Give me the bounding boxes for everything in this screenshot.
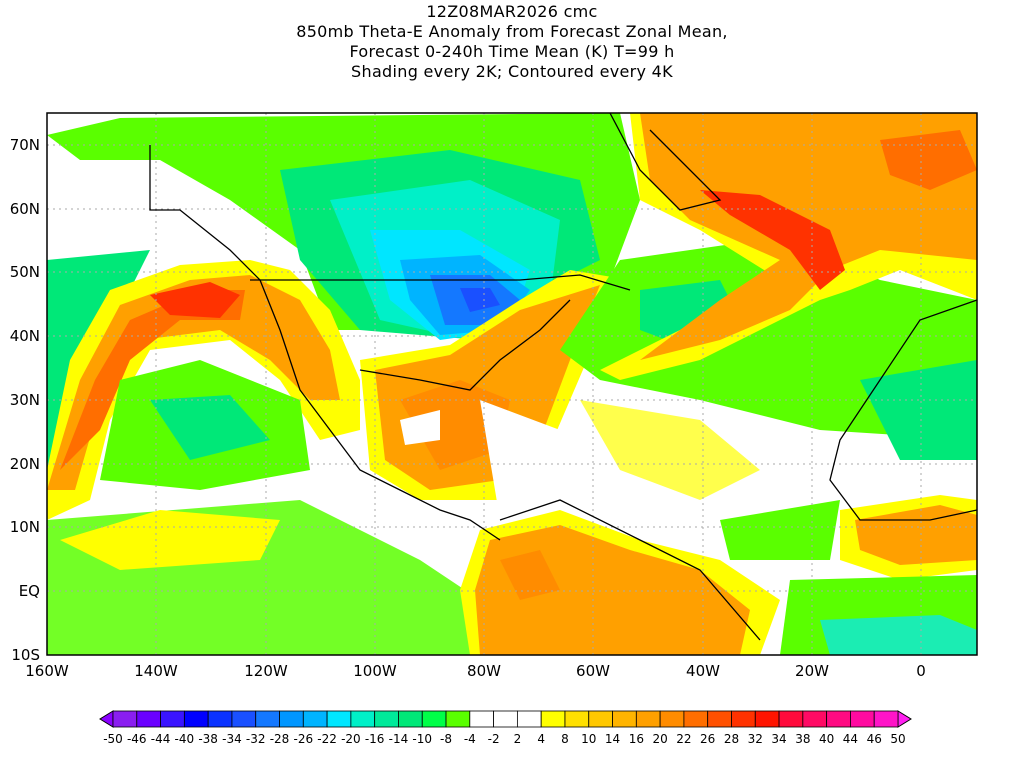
- colorbar-box: [707, 710, 732, 728]
- colorbar-label: 20: [652, 732, 668, 746]
- colorbar-box: [469, 710, 495, 728]
- colorbar-label: 14: [604, 732, 621, 746]
- colorbar-label: 34: [771, 732, 787, 746]
- y-tick-60n: 60N: [9, 200, 40, 218]
- title-line-2: 850mb Theta-E Anomaly from Forecast Zona…: [296, 22, 728, 41]
- colorbar-box: [635, 710, 661, 728]
- colorbar-box: [160, 710, 185, 728]
- colorbar-label: 2: [513, 732, 522, 746]
- colorbar-box: [540, 710, 566, 728]
- colorbar-label: -20: [341, 732, 361, 746]
- y-tick-30n: 30N: [9, 391, 40, 409]
- colorbar-label: -2: [487, 732, 500, 746]
- colorbar-label: -8: [440, 732, 452, 746]
- y-tick-10n: 10N: [9, 518, 40, 536]
- x-tick-20w: 20W: [795, 662, 829, 680]
- colorbar-label: 26: [700, 732, 716, 746]
- title-line-4: Shading every 2K; Contoured every 4K: [351, 62, 673, 81]
- plot-frame: [46, 112, 978, 656]
- colorbar-label: -50: [103, 732, 123, 746]
- colorbar-label: 28: [723, 732, 740, 746]
- colorbar-under-arrow: [99, 710, 114, 728]
- colorbar-box: [873, 710, 899, 728]
- colorbar-box: [802, 710, 828, 728]
- colorbar-box: [850, 710, 875, 728]
- colorbar-box: [398, 710, 423, 728]
- colorbar-label: 16: [628, 732, 644, 746]
- colorbar-box: [493, 710, 518, 728]
- colorbar-box: [421, 710, 447, 728]
- colorbar-box: [731, 710, 756, 728]
- colorbar-box: [112, 710, 138, 728]
- grid-lines: [47, 113, 977, 655]
- x-tick-0: 0: [916, 662, 926, 680]
- x-tick-100w: 100W: [353, 662, 397, 680]
- colorbar-label: 10: [581, 732, 597, 746]
- colorbar-label: 50: [890, 732, 906, 746]
- y-tick-50n: 50N: [9, 263, 40, 281]
- y-tick-20n: 20N: [9, 455, 40, 473]
- colorbar-label: -26: [293, 732, 314, 746]
- colorbar-label: 4: [537, 732, 545, 746]
- colorbar-label: -40: [174, 732, 195, 746]
- y-tick-70n: 70N: [9, 136, 40, 154]
- shaded-field: [47, 113, 977, 655]
- colorbar-label: -32: [245, 732, 266, 746]
- colorbar-box: [350, 710, 376, 728]
- colorbar-box: [754, 710, 780, 728]
- colorbar-label: 40: [818, 732, 835, 746]
- title-line-1: 12Z08MAR2026 cmc: [426, 2, 598, 21]
- colorbar-label: 8: [561, 732, 569, 746]
- colorbar: [99, 710, 912, 728]
- colorbar-box: [516, 710, 542, 728]
- colorbar-box: [374, 710, 399, 728]
- colorbar-box: [826, 710, 851, 728]
- colorbar-label: 46: [866, 732, 882, 746]
- colorbar-box: [612, 710, 637, 728]
- colorbar-box: [659, 710, 685, 728]
- colorbar-label: -38: [198, 732, 218, 746]
- colorbar-box: [255, 710, 280, 728]
- colorbar-over-arrow: [897, 710, 912, 728]
- colorbar-label: -46: [126, 732, 147, 746]
- colorbar-box: [445, 710, 471, 728]
- colorbar-box: [302, 710, 328, 728]
- colorbar-label: -22: [317, 732, 337, 746]
- colorbar-box: [183, 710, 209, 728]
- colorbar-box: [231, 710, 257, 728]
- colorbar-label: 44: [842, 732, 859, 746]
- title-line-3: Forecast 0-240h Time Mean (K) T=99 h: [349, 42, 675, 61]
- x-tick-140w: 140W: [134, 662, 178, 680]
- colorbar-label: -34: [222, 732, 242, 746]
- x-tick-60w: 60W: [576, 662, 610, 680]
- colorbar-label: 38: [795, 732, 811, 746]
- colorbar-label: -14: [388, 732, 409, 746]
- colorbar-box: [207, 710, 233, 728]
- colorbar-label: -28: [269, 732, 290, 746]
- colorbar-box: [778, 710, 804, 728]
- colorbar-box: [588, 710, 613, 728]
- colorbar-label: -4: [463, 732, 476, 746]
- colorbar-box: [136, 710, 161, 728]
- colorbar-label: -16: [364, 732, 385, 746]
- coastlines: [149, 112, 978, 641]
- x-tick-160w: 160W: [25, 662, 69, 680]
- x-tick-120w: 120W: [244, 662, 288, 680]
- colorbar-box: [326, 710, 352, 728]
- colorbar-label: -10: [412, 732, 433, 746]
- x-tick-40w: 40W: [686, 662, 720, 680]
- y-tick-eq: EQ: [18, 582, 40, 600]
- colorbar-label: 32: [747, 732, 763, 746]
- colorbar-box: [683, 710, 709, 728]
- y-tick-40n: 40N: [9, 327, 40, 345]
- colorbar-box: [279, 710, 304, 728]
- y-tick-10s: 10S: [11, 646, 40, 664]
- colorbar-label: -44: [150, 732, 171, 746]
- x-tick-80w: 80W: [467, 662, 501, 680]
- colorbar-label: 22: [676, 732, 692, 746]
- colorbar-box: [564, 710, 590, 728]
